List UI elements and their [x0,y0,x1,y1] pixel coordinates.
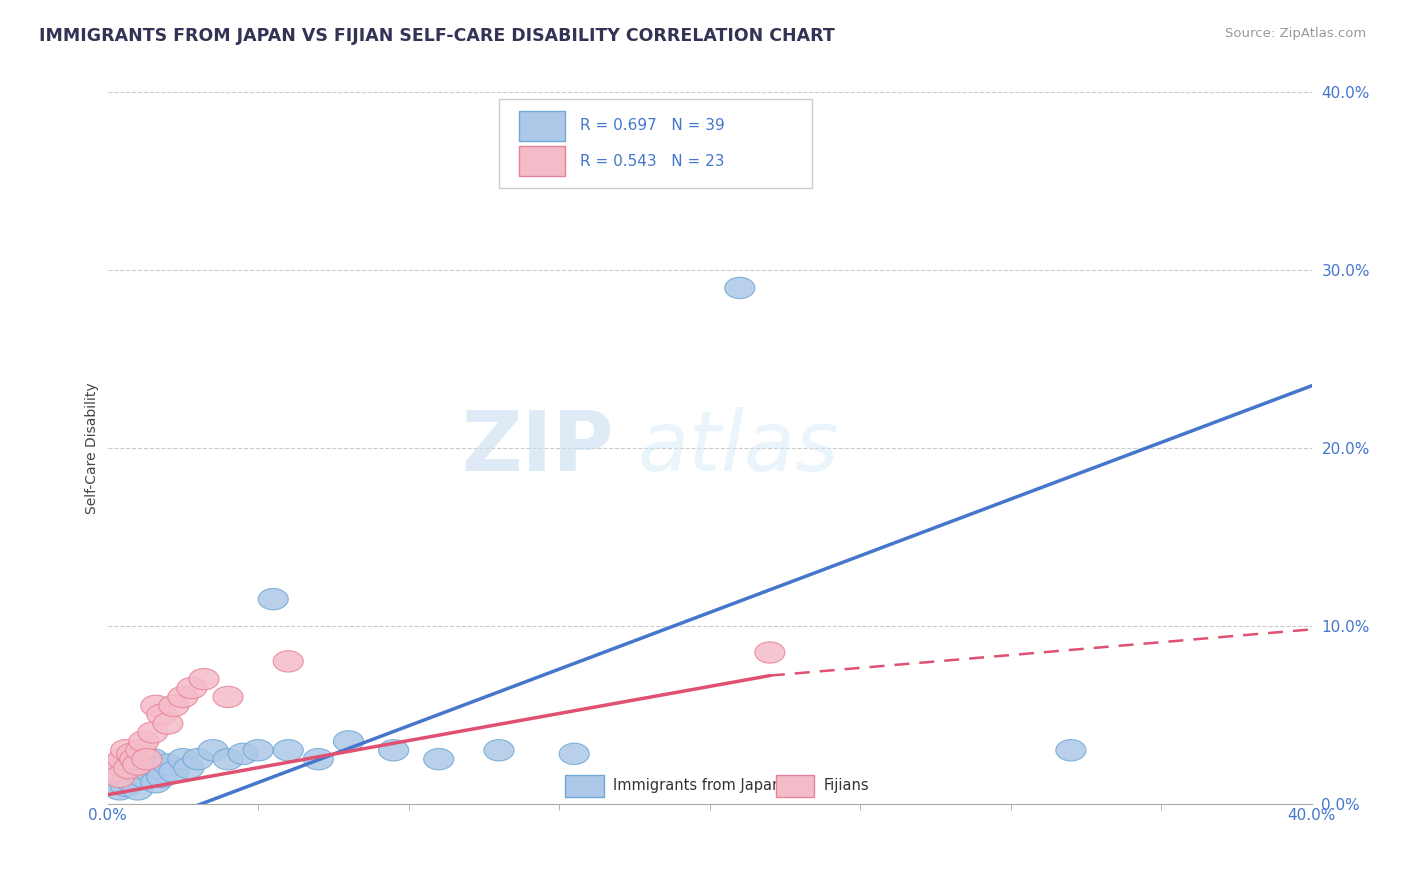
Ellipse shape [724,277,755,299]
Ellipse shape [188,668,219,690]
Ellipse shape [104,779,135,800]
Ellipse shape [212,686,243,707]
Ellipse shape [212,748,243,770]
Ellipse shape [114,757,143,779]
Ellipse shape [117,772,146,793]
FancyBboxPatch shape [776,775,814,797]
Ellipse shape [159,695,188,716]
Ellipse shape [129,766,159,788]
Ellipse shape [143,757,174,779]
Ellipse shape [273,739,304,761]
Text: Fijians: Fijians [824,779,870,793]
Ellipse shape [177,677,207,698]
Ellipse shape [1056,739,1085,761]
Ellipse shape [122,748,153,770]
Ellipse shape [101,754,132,775]
Ellipse shape [114,766,143,788]
Ellipse shape [101,766,132,788]
Ellipse shape [146,766,177,788]
Ellipse shape [159,761,188,782]
Text: IMMIGRANTS FROM JAPAN VS FIJIAN SELF-CARE DISABILITY CORRELATION CHART: IMMIGRANTS FROM JAPAN VS FIJIAN SELF-CAR… [39,27,835,45]
Ellipse shape [333,731,364,752]
Y-axis label: Self-Care Disability: Self-Care Disability [86,382,100,514]
Text: R = 0.543   N = 23: R = 0.543 N = 23 [579,153,724,169]
Ellipse shape [132,748,162,770]
FancyBboxPatch shape [519,146,565,177]
Ellipse shape [183,748,212,770]
Ellipse shape [98,761,129,782]
Ellipse shape [304,748,333,770]
Ellipse shape [114,757,143,779]
Ellipse shape [153,713,183,734]
Ellipse shape [141,695,172,716]
FancyBboxPatch shape [565,775,603,797]
Ellipse shape [132,754,162,775]
Text: Source: ZipAtlas.com: Source: ZipAtlas.com [1226,27,1367,40]
Ellipse shape [117,743,146,764]
Ellipse shape [120,761,150,782]
Text: R = 0.697   N = 39: R = 0.697 N = 39 [579,119,724,133]
Ellipse shape [146,704,177,725]
Ellipse shape [120,748,150,770]
Ellipse shape [273,650,304,672]
Ellipse shape [135,761,165,782]
Text: Immigrants from Japan: Immigrants from Japan [613,779,782,793]
Ellipse shape [138,748,167,770]
Ellipse shape [484,739,515,761]
Ellipse shape [378,739,409,761]
Ellipse shape [259,589,288,610]
Ellipse shape [122,779,153,800]
Ellipse shape [108,748,138,770]
Ellipse shape [125,739,156,761]
Ellipse shape [167,686,198,707]
Ellipse shape [122,754,153,775]
Ellipse shape [198,739,228,761]
Ellipse shape [560,743,589,764]
Ellipse shape [104,766,135,788]
Ellipse shape [111,739,141,761]
Ellipse shape [141,772,172,793]
Ellipse shape [167,748,198,770]
Text: ZIP: ZIP [461,408,613,489]
Ellipse shape [111,775,141,797]
Ellipse shape [755,642,785,663]
Ellipse shape [174,757,204,779]
Ellipse shape [228,743,259,764]
Ellipse shape [125,757,156,779]
Text: atlas: atlas [637,408,839,489]
Ellipse shape [129,731,159,752]
FancyBboxPatch shape [499,100,813,188]
Ellipse shape [243,739,273,761]
Ellipse shape [423,748,454,770]
Ellipse shape [108,761,138,782]
Ellipse shape [111,754,141,775]
FancyBboxPatch shape [519,111,565,141]
Ellipse shape [153,754,183,775]
Ellipse shape [138,722,167,743]
Ellipse shape [98,772,129,793]
